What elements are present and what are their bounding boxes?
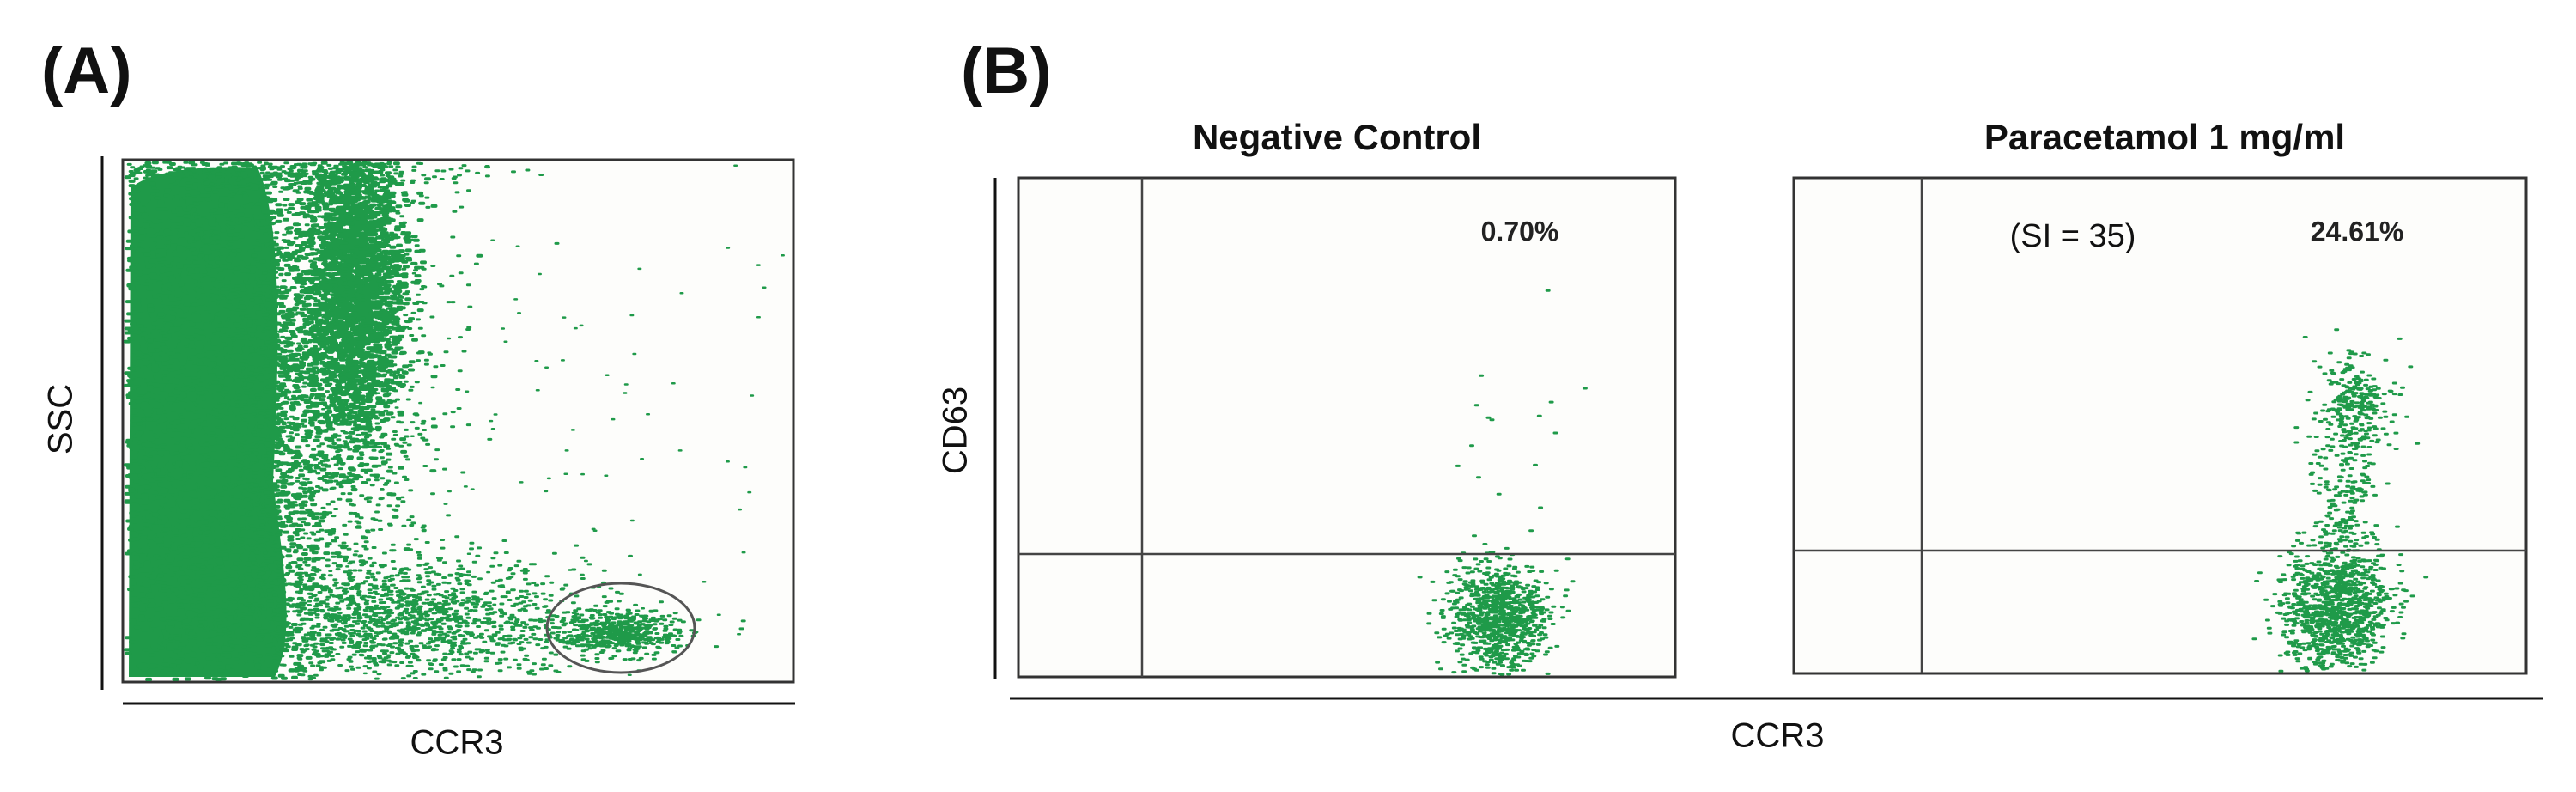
dot-cloud [1417, 289, 2429, 676]
event-dots [2305, 337, 2414, 465]
event-dots [124, 161, 544, 196]
plot-frame [1792, 176, 2528, 675]
x-axis-label: CCR3 [410, 724, 504, 762]
y-axis-label: CD63 [937, 387, 975, 474]
event-dots [1417, 534, 1576, 676]
event-dots [2293, 328, 2421, 665]
plot-frame [1017, 176, 1677, 679]
event-dots [1426, 289, 1588, 643]
event-dots [141, 164, 785, 676]
quadrant-percent: 24.61% [2311, 216, 2404, 247]
quadrant-percent: 0.70% [1481, 216, 1559, 247]
dot-cloud [124, 161, 785, 681]
y-axis-label: SSC [42, 384, 80, 454]
event-dots [147, 515, 746, 680]
panel-label: (A) [41, 34, 132, 107]
gate-ellipse [545, 582, 696, 674]
x-axis-label: CCR3 [1731, 717, 1825, 755]
plot-title: Negative Control [1193, 117, 1481, 157]
panel-label: (B) [961, 34, 1052, 107]
event-dots [520, 600, 720, 670]
event-dots [182, 162, 560, 681]
annotation: (SI = 35) [2010, 218, 2136, 254]
plot-title: Paracetamol 1 mg/ml [1984, 117, 2345, 157]
